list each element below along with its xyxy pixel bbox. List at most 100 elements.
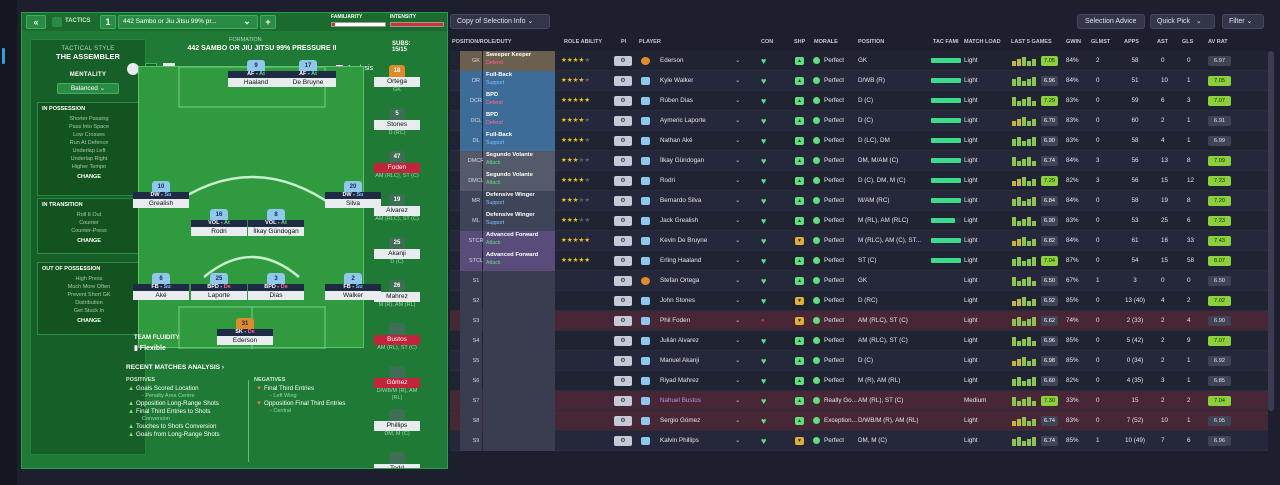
- player-card[interactable]: 8 VOL - At İlkay Gündogan: [248, 209, 304, 236]
- player-name[interactable]: Riyad Mahrez: [660, 377, 699, 384]
- player-card[interactable]: 9 AF - At Haaland: [228, 60, 284, 87]
- pi-icon[interactable]: ⚙: [614, 256, 632, 266]
- pi-icon[interactable]: ⚙: [614, 76, 632, 86]
- table-row[interactable]: DCL BPD Defend ★★★★★ ⚙ Aymeric Laporte ⌄ ♥ ▲ Perf…: [450, 111, 1268, 131]
- pi-icon[interactable]: ⚙: [614, 376, 632, 386]
- pi-icon[interactable]: ⚙: [614, 196, 632, 206]
- chevron-down-icon[interactable]: ⌄: [735, 137, 741, 144]
- pi-icon[interactable]: ⚙: [614, 56, 632, 66]
- col-av-rat[interactable]: AV RAT: [1208, 39, 1228, 45]
- col-apps[interactable]: APPS: [1124, 39, 1139, 45]
- chevron-down-icon[interactable]: ⌄: [735, 177, 741, 184]
- pi-icon[interactable]: ⚙: [614, 96, 632, 106]
- col-tac-fami[interactable]: TAC FAMI: [933, 39, 959, 45]
- col-position-text[interactable]: POSITION: [858, 39, 885, 45]
- player-name[interactable]: Kyle Walker: [660, 77, 694, 84]
- sub-player[interactable]: Phillips DM, M (C): [374, 409, 420, 439]
- pi-icon[interactable]: ⚙: [614, 136, 632, 146]
- scrollbar[interactable]: [1268, 51, 1274, 411]
- chevron-down-icon[interactable]: ⌄: [735, 417, 741, 424]
- selection-advice-button[interactable]: Selection Advice: [1077, 14, 1145, 29]
- table-row[interactable]: S6 ⚙ Riyad Mahrez ⌄ ♥ ▲ Perfect M (R), AM (RL) L…: [450, 371, 1268, 391]
- col-gls[interactable]: GLS: [1182, 39, 1194, 45]
- role-duty[interactable]: Advanced Forward Attack: [483, 251, 555, 271]
- role-duty[interactable]: Segundo Volante Attack: [483, 151, 555, 171]
- quick-pick-button[interactable]: Quick Pick ⌄: [1150, 14, 1215, 29]
- sub-player[interactable]: Bustos AM (RL), ST (C): [374, 323, 420, 353]
- player-name[interactable]: Julián Alvarez: [660, 337, 699, 344]
- table-row[interactable]: DL Full-Back Support ★★★★★ ⚙ Nathan Aké ⌄ ♥ ▲ Per…: [450, 131, 1268, 151]
- player-name[interactable]: Sergio Gómez: [660, 417, 701, 424]
- chevron-down-icon[interactable]: ⌄: [735, 57, 741, 64]
- sub-player[interactable]: 25 Akanji D (C): [374, 237, 420, 267]
- sub-player[interactable]: 26 Mahrez M (R), AM (RL): [374, 280, 420, 310]
- chevron-down-icon[interactable]: ⌄: [735, 317, 741, 324]
- table-row[interactable]: GK Sweeper Keeper Defend ★★★★★ ⚙ Ederson ⌄ ♥ ▲ Pe…: [450, 51, 1268, 71]
- chevron-down-icon[interactable]: ⌄: [735, 277, 741, 284]
- tactic-slot[interactable]: 1: [100, 15, 116, 29]
- pi-icon[interactable]: ⚙: [614, 316, 632, 326]
- sub-player[interactable]: 5 Stones D (RC): [374, 108, 420, 138]
- pi-icon[interactable]: ⚙: [614, 336, 632, 346]
- pi-icon[interactable]: ⚙: [614, 176, 632, 186]
- table-row[interactable]: S4 ⚙ Julián Alvarez ⌄ ♥ ▲ Perfect AM (RLC), ST …: [450, 331, 1268, 351]
- col-pi[interactable]: PI: [621, 39, 627, 45]
- player-name[interactable]: Stefan Ortega: [660, 277, 700, 284]
- out-of-possession-change-button[interactable]: CHANGE: [77, 318, 101, 324]
- table-row[interactable]: DCR BPD Defend ★★★★★ ⚙ Rúben Dias ⌄ ♥ ▲ Perfect D …: [450, 91, 1268, 111]
- chevron-down-icon[interactable]: ⌄: [735, 237, 741, 244]
- role-duty[interactable]: BPD Defend: [483, 111, 555, 131]
- chevron-down-icon[interactable]: ⌄: [735, 217, 741, 224]
- player-name[interactable]: Bernardo Silva: [660, 197, 702, 204]
- col-position[interactable]: POSITION/ROLE/DUTY: [452, 39, 512, 45]
- view-select[interactable]: Copy of Selection Info ⌄: [450, 14, 550, 29]
- role-duty[interactable]: Sweeper Keeper Defend: [483, 51, 555, 71]
- chevron-down-icon[interactable]: ⌄: [735, 117, 741, 124]
- player-card[interactable]: 20 DW - Su Silva: [325, 181, 381, 208]
- col-player[interactable]: PLAYER: [639, 39, 661, 45]
- table-row[interactable]: DMCL Segundo Volante Attack ★★★★★ ⚙ Rodri ⌄ ♥ ▲ P…: [450, 171, 1268, 191]
- table-row[interactable]: S1 ⚙ Stefan Ortega ⌄ ♥ ▲ Perfect GK Light 6.50 67%…: [450, 271, 1268, 291]
- player-name[interactable]: Erling Haaland: [660, 257, 702, 264]
- player-name[interactable]: Rodri: [660, 177, 676, 184]
- chevron-down-icon[interactable]: ⌄: [735, 357, 741, 364]
- player-card[interactable]: 10 DW - Su Grealish: [133, 181, 189, 208]
- player-name[interactable]: Kevin De Bruyne: [660, 237, 708, 244]
- col-rating[interactable]: ROLE ABILITY: [564, 39, 602, 45]
- sub-player[interactable]: Tedd: [374, 452, 420, 468]
- role-duty[interactable]: Defensive Winger Support: [483, 191, 555, 211]
- mentality-select[interactable]: Balanced ⌄: [57, 83, 119, 94]
- player-name[interactable]: Nathan Aké: [660, 137, 693, 144]
- player-name[interactable]: İlkay Gündogan: [660, 157, 705, 164]
- table-row[interactable]: MR Defensive Winger Support ★★★★★ ⚙ Bernardo …: [450, 191, 1268, 211]
- back-button[interactable]: «: [26, 15, 46, 29]
- pi-icon[interactable]: ⚙: [614, 236, 632, 246]
- player-name[interactable]: Jack Grealish: [660, 217, 699, 224]
- pi-icon[interactable]: ⚙: [614, 216, 632, 226]
- tactic-select[interactable]: 442 Sambo or Jiu Jitsu 99% pr...: [118, 15, 258, 29]
- sub-player[interactable]: 19 Alvarez AM (RLC), ST (C): [374, 194, 420, 224]
- in-possession-change-button[interactable]: CHANGE: [77, 174, 101, 180]
- table-row[interactable]: S8 ⚙ Sergio Gómez ⌄ ♥ ▲ Exception... D/WB/M (R)…: [450, 411, 1268, 431]
- player-card[interactable]: 6 FB - Su Aké: [133, 273, 189, 300]
- table-row[interactable]: S9 ⚙ Kalvin Phillips ⌄ ♥ ▼ Perfect DM, M (C) Lig…: [450, 431, 1268, 451]
- role-duty[interactable]: Segundo Volante Attack: [483, 171, 555, 191]
- player-name[interactable]: Rúben Dias: [660, 97, 693, 104]
- col-con[interactable]: CON: [761, 39, 774, 45]
- table-row[interactable]: S2 ⚙ John Stones ⌄ ♥ ▼ Perfect D (RC) Light 6.92 8…: [450, 291, 1268, 311]
- player-card[interactable]: 3 BPD - De Dias: [248, 273, 304, 300]
- chevron-down-icon[interactable]: ⌄: [735, 97, 741, 104]
- col-ast[interactable]: AST: [1157, 39, 1168, 45]
- table-row[interactable]: S7 ⚙ Nahuel Bustos ⌄ ♥ ▲ Really Go... AM (RL), …: [450, 391, 1268, 411]
- chevron-down-icon[interactable]: ⌄: [735, 337, 741, 344]
- in-transition-change-button[interactable]: CHANGE: [77, 238, 101, 244]
- col-morale[interactable]: MORALE: [814, 39, 838, 45]
- col-shp[interactable]: SHP: [794, 39, 806, 45]
- pi-icon[interactable]: ⚙: [614, 116, 632, 126]
- recent-matches-title[interactable]: RECENT MATCHES ANALYSIS ›: [126, 364, 225, 371]
- col-last5[interactable]: LAST 5 GAMES: [1011, 39, 1052, 45]
- pi-icon[interactable]: ⚙: [614, 156, 632, 166]
- table-row[interactable]: DR Full-Back Support ★★★★★ ⚙ Kyle Walker ⌄ ♥ ▲ Pe…: [450, 71, 1268, 91]
- pi-icon[interactable]: ⚙: [614, 416, 632, 426]
- table-row[interactable]: STCL Advanced Forward Attack ★★★★★ ⚙ Erling H…: [450, 251, 1268, 271]
